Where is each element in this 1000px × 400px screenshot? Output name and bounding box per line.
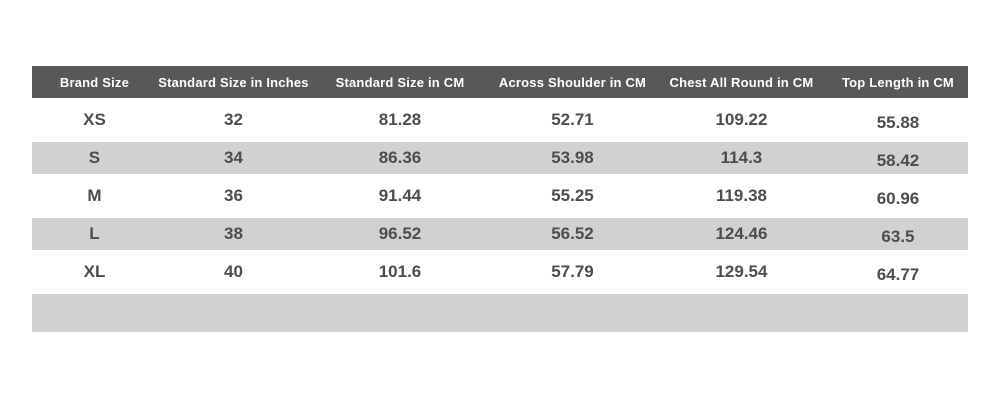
measurement-cell: 124.46 [715, 224, 768, 243]
measurement-cell: 58.42 [876, 150, 920, 170]
column-header: Standard Size in Inches [158, 74, 309, 90]
measurement-cell: 52.71 [551, 110, 594, 129]
measurement-cell: 55.25 [551, 186, 594, 205]
brand-size-cell: XL [83, 262, 106, 281]
table-body: XS 32 81.28 52.71 109.22 55.88 S 34 86.36 53.98 11… [32, 98, 968, 332]
measurement-cell: 57.79 [551, 262, 594, 281]
measurement-cell: 129.54 [715, 262, 768, 281]
column-header: Across Shoulder in CM [498, 74, 647, 90]
measurement-cell: 81.28 [378, 110, 422, 129]
table-row: XL 40 101.6 57.79 129.54 64.77 [32, 250, 968, 294]
measurement-cell: 60.96 [876, 188, 920, 208]
table-row: XS 32 81.28 52.71 109.22 55.88 [32, 98, 968, 142]
measurement-cell: 34 [224, 148, 243, 167]
table-row: S 34 86.36 53.98 114.3 58.42 [32, 142, 968, 174]
measurement-cell: 63.5 [881, 226, 915, 246]
brand-size-cell: L [89, 224, 100, 243]
size-chart-table: Brand Size Standard Size in Inches Standar… [32, 66, 968, 332]
column-header: Top Length in CM [841, 74, 954, 90]
measurement-cell: 32 [224, 110, 243, 129]
empty-footer-row [32, 294, 968, 332]
measurement-cell: 101.6 [378, 262, 422, 281]
brand-size-cell: S [88, 148, 101, 167]
measurement-cell: 91.44 [378, 186, 422, 205]
table-row: M 36 91.44 55.25 119.38 60.96 [32, 174, 968, 218]
brand-size-cell: M [87, 186, 102, 205]
measurement-cell: 96.52 [378, 224, 422, 243]
empty-footer-cell [32, 294, 968, 332]
measurement-cell: 55.88 [876, 112, 920, 132]
table-row: L 38 96.52 56.52 124.46 63.5 [32, 218, 968, 250]
column-header: Brand Size [59, 74, 130, 90]
measurement-cell: 36 [224, 186, 243, 205]
column-header: Chest All Round in CM [669, 74, 814, 90]
measurement-cell: 86.36 [378, 148, 422, 167]
measurement-cell: 40 [224, 262, 243, 281]
measurement-cell: 56.52 [551, 224, 594, 243]
measurement-cell: 119.38 [715, 186, 767, 205]
column-header: Standard Size in CM [335, 74, 465, 90]
measurement-cell: 64.77 [876, 264, 920, 284]
measurement-cell: 109.22 [715, 110, 768, 129]
measurement-cell: 53.98 [551, 148, 594, 167]
table-header-row: Brand Size Standard Size in Inches Standar… [32, 66, 968, 98]
measurement-cell: 38 [224, 224, 243, 243]
brand-size-cell: XS [83, 110, 106, 129]
measurement-cell: 114.3 [720, 148, 763, 167]
